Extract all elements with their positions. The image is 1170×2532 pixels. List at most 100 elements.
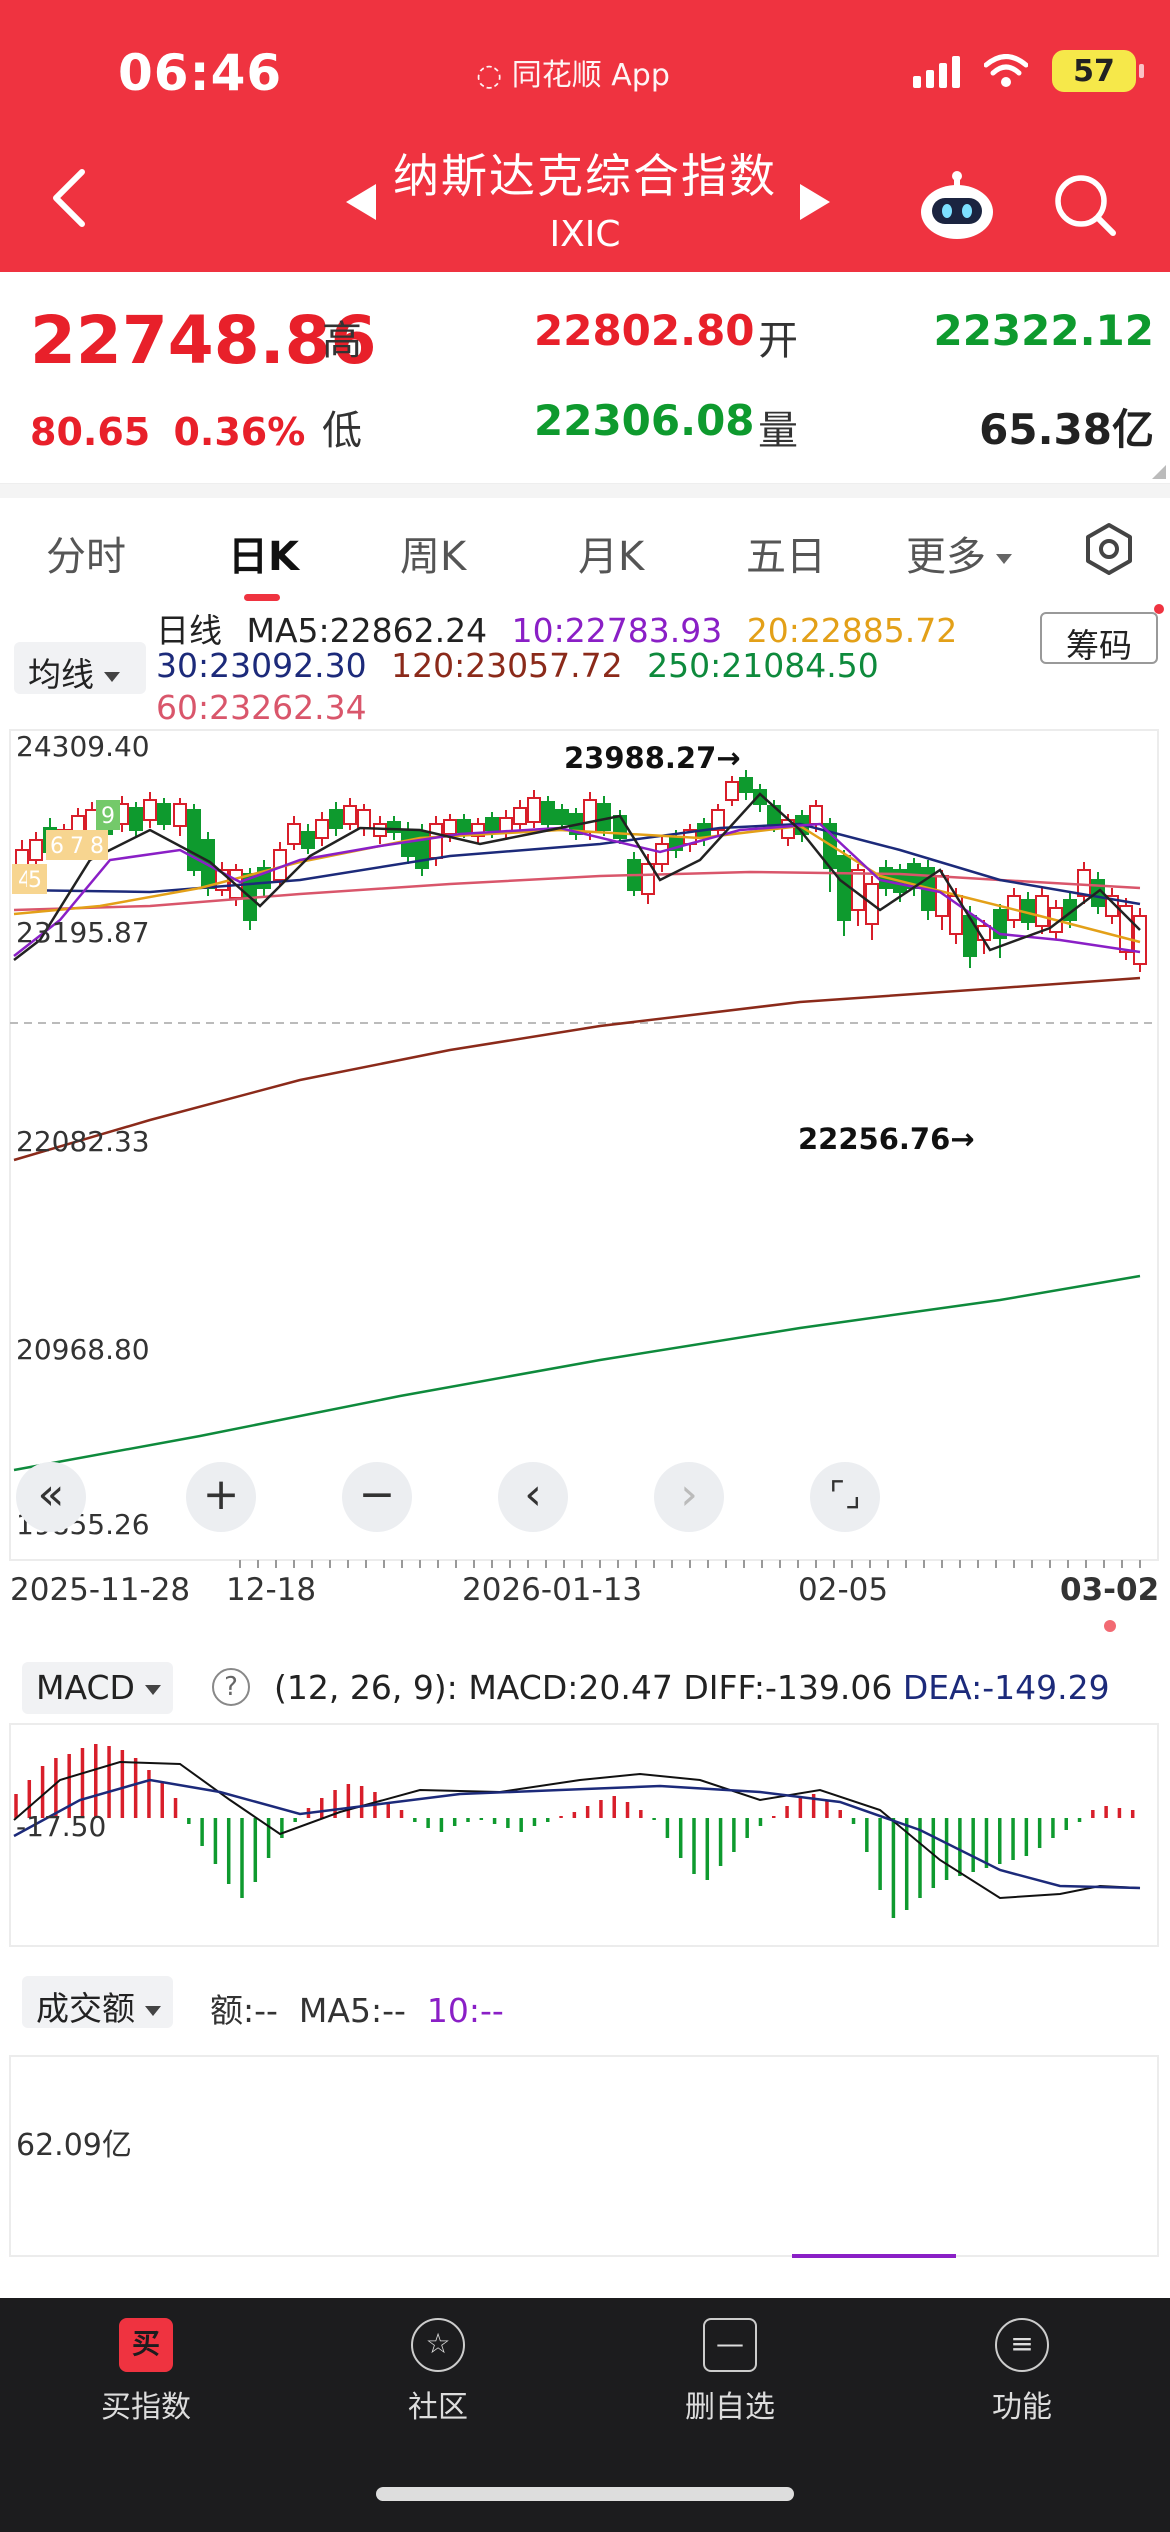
candle-body — [387, 821, 401, 833]
ma-selector[interactable]: 均线 — [14, 642, 146, 694]
change-percent: 0.36% — [173, 410, 306, 454]
candlestick-chart[interactable]: 24309.40 23195.87 22082.33 20968.80 1985… — [0, 720, 1170, 1570]
scroll-left-chevron-icon[interactable]: ‹ — [498, 1462, 568, 1532]
badge-8 — [86, 830, 108, 860]
candle-body — [513, 807, 527, 825]
macd-selector[interactable]: MACD — [22, 1662, 173, 1714]
chip-distribution-button[interactable]: 筹码 — [1040, 612, 1158, 665]
status-indicators: 57 — [913, 50, 1144, 92]
tab-weekly-k[interactable]: 周K — [400, 534, 467, 580]
back-chevron-icon[interactable] — [48, 168, 92, 228]
macd-chart[interactable]: -17.50 — [0, 1720, 1170, 1950]
date-axis: 2025-11-28 12-18 2026-01-13 02-05 03-02 — [0, 1572, 1170, 1622]
remove-watchlist-icon: — — [703, 2318, 757, 2372]
candle-body — [129, 807, 143, 831]
candle-body — [29, 839, 43, 861]
date-axis-ticks — [239, 1560, 1141, 1568]
nav-remove-label: 删自选 — [685, 2390, 775, 2425]
change-value: 80.65 — [30, 410, 151, 454]
ma250-value: 250:21084.50 — [647, 646, 879, 685]
nav-community[interactable]: ☆ 社区 — [338, 2318, 538, 2426]
low-label: 低 — [322, 408, 362, 454]
tab-more[interactable]: 更多 — [906, 524, 1012, 582]
candle-body — [725, 781, 739, 801]
candle-body — [287, 823, 301, 845]
prev-index-arrow-icon[interactable] — [346, 184, 376, 220]
ma-legend-row-2: 30:23092.30 120:23057.72 250:21084.50 — [156, 646, 893, 685]
candle-body — [143, 799, 157, 821]
ma60-line — [13, 870, 1141, 912]
high-marker: 23988.27→ — [564, 741, 741, 775]
functions-menu-icon: ≡ — [995, 2318, 1049, 2372]
fullscreen-icon[interactable]: ⌜⌟ — [810, 1462, 880, 1532]
status-time: 06:46 — [118, 44, 283, 102]
date-label-3: 2026-01-13 — [462, 1572, 643, 1608]
y-axis-label-4: 20968.80 — [16, 1333, 150, 1366]
next-index-arrow-icon[interactable] — [800, 184, 830, 220]
help-question-icon[interactable]: ? — [212, 1668, 250, 1706]
badge-7-text: 7 — [70, 834, 84, 859]
chevron-down-icon — [104, 671, 120, 682]
macd-value: MACD:20.47 — [468, 1668, 673, 1707]
ma120-line — [13, 976, 1141, 1162]
nav-buy-label: 买指数 — [101, 2390, 191, 2425]
nav-buy-index[interactable]: 买 买指数 — [46, 2318, 246, 2426]
chevron-down-icon — [996, 554, 1012, 564]
community-star-icon: ☆ — [411, 2318, 465, 2372]
search-icon[interactable] — [1052, 172, 1118, 238]
ma-legend-row-3: 60:23262.34 — [156, 688, 381, 727]
low-marker: 22256.76→ — [798, 1122, 975, 1156]
nav-community-label: 社区 — [408, 2390, 468, 2425]
jump-start-double-chevron-icon[interactable]: « — [16, 1462, 86, 1532]
period-tabs: 分时 日K 周K 月K 五日 更多 — [0, 498, 1170, 608]
high-label: 高 — [322, 318, 362, 364]
home-indicator — [376, 2487, 794, 2501]
dea-value: DEA:-149.29 — [902, 1668, 1110, 1707]
candle-body — [315, 819, 329, 839]
badge-5 — [27, 864, 47, 894]
nav-remove-watchlist[interactable]: — 删自选 — [630, 2318, 830, 2426]
nav-functions[interactable]: ≡ 功能 — [922, 2318, 1122, 2426]
volume-ma5-value: MA5:-- — [298, 1991, 406, 2030]
candle-body — [301, 831, 315, 849]
open-label: 开 — [758, 318, 798, 364]
ma5-line — [13, 792, 1141, 961]
candle-body — [1077, 869, 1091, 897]
ma60-value: 60:23262.34 — [156, 688, 367, 727]
buy-icon: 买 — [119, 2318, 173, 2372]
candle-body — [527, 797, 541, 823]
candle-body — [963, 915, 977, 957]
candle-body — [597, 803, 611, 831]
y-axis-label-3: 22082.33 — [16, 1125, 150, 1158]
tab-daily-k[interactable]: 日K — [228, 534, 299, 580]
candle-body — [555, 809, 569, 825]
app-header: 06:46 ◌ 同花顺 App 57 纳斯达克综合指数 IXIC — [0, 0, 1170, 272]
tab-five-day[interactable]: 五日 — [746, 534, 826, 580]
volume-chart[interactable] — [0, 1960, 1170, 2260]
signal-badges: 4 5 6 7 8 9 — [12, 800, 120, 894]
volume-selector-label: 成交额 — [36, 1989, 135, 2028]
volume-label: 量 — [758, 408, 798, 454]
zoom-in-plus-icon[interactable]: + — [186, 1462, 256, 1532]
tab-monthly-k[interactable]: 月K — [578, 534, 645, 580]
candle-body — [329, 809, 343, 829]
candle-body — [739, 777, 753, 793]
last-price: 22748.86 — [30, 302, 377, 379]
high-value: 22802.80 — [534, 306, 755, 355]
ma20-value: 20:22885.72 — [746, 611, 958, 650]
active-tab-indicator — [244, 594, 280, 601]
settings-hexagon-icon[interactable] — [1082, 522, 1136, 576]
robot-assistant-icon[interactable] — [918, 170, 996, 240]
zoom-out-minus-icon[interactable]: − — [342, 1462, 412, 1532]
index-title: 纳斯达克综合指数 IXIC — [0, 140, 1170, 255]
expand-corner-icon[interactable] — [1152, 465, 1166, 479]
y-axis-label-2: 23195.87 — [16, 916, 150, 949]
volume-selector[interactable]: 成交额 — [22, 1976, 173, 2028]
tab-intraday[interactable]: 分时 — [46, 534, 126, 580]
cellular-signal-icon — [913, 54, 960, 88]
ma5-value: MA5:22862.24 — [246, 611, 488, 650]
candle-body — [541, 801, 555, 825]
scroll-right-chevron-icon[interactable]: › — [654, 1462, 724, 1532]
latest-date-dot — [1104, 1620, 1116, 1632]
candle-body — [753, 789, 767, 805]
